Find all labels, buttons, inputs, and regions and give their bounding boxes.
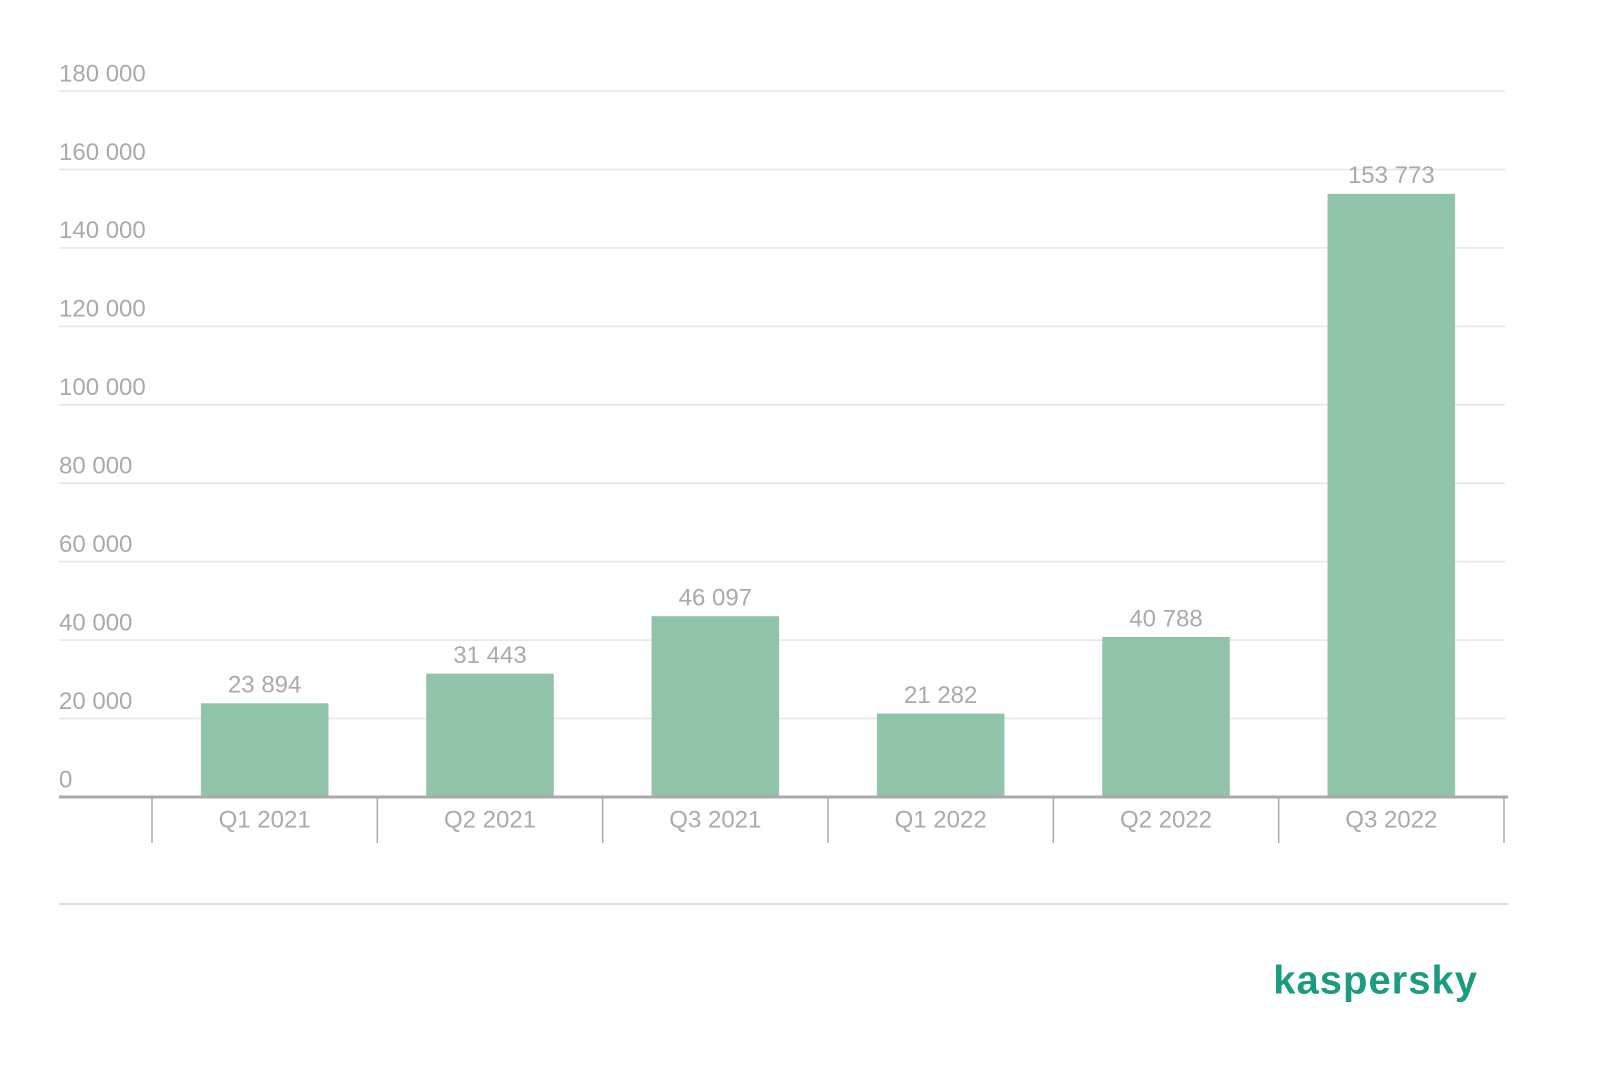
x-tick-label: Q3 2022 xyxy=(1345,806,1437,833)
bar xyxy=(876,713,1005,797)
value-label: 153 773 xyxy=(1348,162,1435,189)
y-tick-label: 100 000 xyxy=(59,374,146,401)
x-tick-label: Q2 2021 xyxy=(444,806,536,833)
value-label: 23 894 xyxy=(228,672,301,699)
bar xyxy=(651,616,780,797)
bar xyxy=(426,673,554,797)
y-tick-label: 140 000 xyxy=(59,217,146,244)
bar xyxy=(1327,193,1456,798)
value-label: 31 443 xyxy=(453,642,526,669)
value-label: 21 282 xyxy=(904,682,977,709)
y-tick-label: 180 000 xyxy=(59,60,146,87)
brand-logo: kaspersky xyxy=(1273,959,1478,1003)
value-label: 46 097 xyxy=(679,585,752,612)
y-tick-label: 60 000 xyxy=(59,531,132,558)
value-label: 40 788 xyxy=(1129,605,1202,632)
y-tick-label: 40 000 xyxy=(59,609,132,636)
x-tick-label: Q1 2021 xyxy=(219,806,311,833)
y-tick-label: 120 000 xyxy=(59,296,146,323)
y-tick-label: 160 000 xyxy=(59,139,146,166)
y-tick-label: 0 xyxy=(59,766,72,793)
x-tick-label: Q3 2021 xyxy=(669,806,761,833)
x-tick-label: Q1 2022 xyxy=(895,806,987,833)
bar xyxy=(1102,637,1230,797)
y-tick-label: 80 000 xyxy=(59,453,132,480)
x-tick-label: Q2 2022 xyxy=(1120,806,1212,833)
y-tick-label: 20 000 xyxy=(59,688,132,715)
bar xyxy=(200,703,329,797)
